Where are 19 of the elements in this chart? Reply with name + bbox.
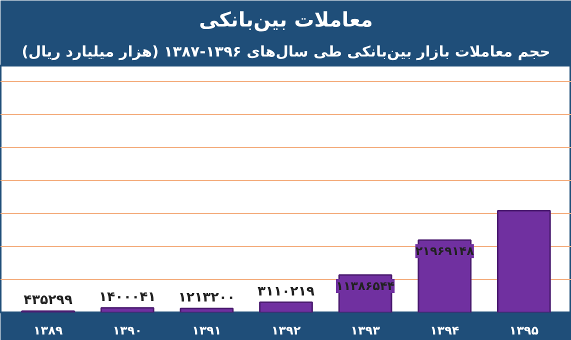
x-tick-label: ۱۳۹۳ <box>350 324 381 338</box>
x-tick-label: ۱۳۹۵ <box>509 324 539 338</box>
bar <box>259 302 313 312</box>
x-tick-label: ۱۳۹۱ <box>192 324 222 338</box>
data-label: ۱۲۱۳۲۰۰ <box>178 290 236 306</box>
bar <box>496 210 551 312</box>
x-tick-label: ۱۳۸۹ <box>33 324 64 338</box>
chart-subtitle: حجم معاملات بازار بین‌بانکی طی سال‌های ۱۳۹۶-۱۳۸۷ (هزار میلیارد ریال) <box>22 44 550 60</box>
data-label: ۱۴۰۰۰۴۱ <box>98 290 156 305</box>
x-tick-label: ۱۳۹۲ <box>271 324 302 338</box>
data-label: ۱۱۳۸۶۵۴۴ <box>336 279 395 293</box>
data-label: ۴۳۵۲۹۹ <box>24 293 72 308</box>
data-label: ۳۱۱۰۲۱۹ <box>258 284 314 300</box>
x-tick-label: ۱۳۹۰ <box>112 324 142 338</box>
bar <box>100 307 154 312</box>
bar <box>180 308 234 312</box>
x-tick-label: ۱۳۹۴ <box>430 324 460 338</box>
data-label: ۲۱۹۶۹۱۴۸ <box>415 244 475 258</box>
chart-title: معاملات بین‌بانکی <box>199 8 373 32</box>
